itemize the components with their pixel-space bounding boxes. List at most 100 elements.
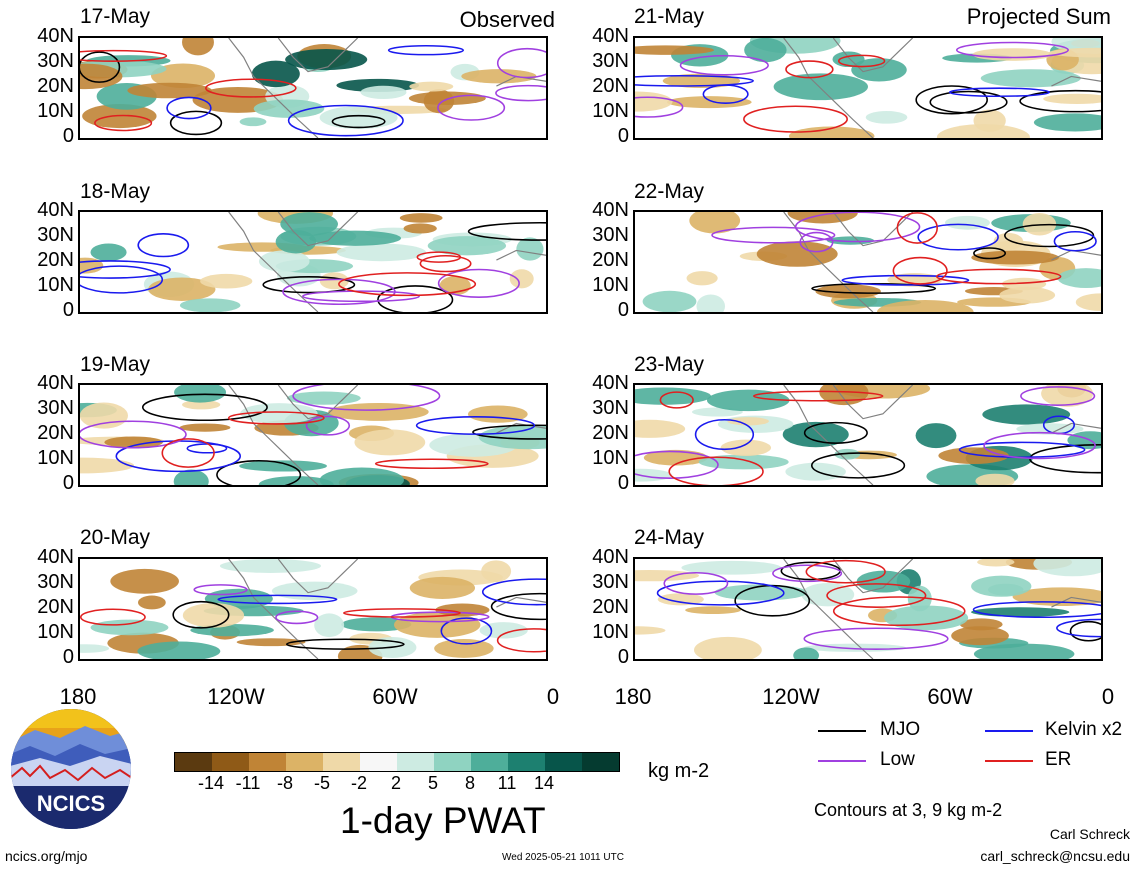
kelvin-contour xyxy=(656,580,785,606)
pwat-anomaly-shading xyxy=(258,250,310,273)
pwat-anomaly-shading xyxy=(182,603,245,628)
y-tick-label: 10N xyxy=(592,100,629,122)
pwat-anomaly-shading xyxy=(239,460,327,472)
pwat-anomaly-shading xyxy=(973,643,1075,659)
mjo-contour xyxy=(810,452,906,479)
er-contour xyxy=(805,559,886,584)
mjo-contour xyxy=(80,51,121,83)
y-tick-label: 10N xyxy=(592,274,629,296)
kelvin-contour xyxy=(166,96,212,120)
er-contour xyxy=(416,251,462,263)
pwat-anomaly-shading xyxy=(856,570,911,593)
pwat-anomaly-shading xyxy=(826,236,875,245)
y-tick-label: 20N xyxy=(37,249,74,271)
y-tick-label: 40N xyxy=(592,199,629,221)
colorbar-tick-label: -2 xyxy=(350,773,367,793)
pwat-anomaly-shading xyxy=(90,243,127,262)
pwat-anomaly-shading xyxy=(481,560,512,583)
site-link[interactable]: ncics.org/mjo xyxy=(5,848,88,864)
pwat-anomaly-shading xyxy=(150,63,216,89)
pwat-anomaly-shading xyxy=(461,69,537,84)
pwat-anomaly-shading xyxy=(80,63,123,90)
pwat-anomaly-shading xyxy=(884,605,969,631)
y-tick-label: 30N xyxy=(592,50,629,72)
date-label: 23-May xyxy=(634,353,705,376)
projected-sum-label: Projected Sum xyxy=(966,4,1111,29)
pwat-anomaly-shading xyxy=(815,284,881,299)
pwat-anomaly-shading xyxy=(971,250,1059,265)
colorbar-swatch xyxy=(397,753,434,771)
pwat-anomaly-shading xyxy=(509,269,534,289)
pwat-anomaly-shading xyxy=(253,99,325,118)
y-tick-label: 40N xyxy=(37,199,74,221)
pwat-anomaly-shading xyxy=(706,389,790,412)
kelvin-contour xyxy=(948,87,1051,98)
date-label: 17-May xyxy=(80,5,151,28)
colorbar-tick-label: 5 xyxy=(427,773,438,793)
pwat-anomaly-shading xyxy=(951,626,1009,646)
mjo-contour xyxy=(262,276,356,294)
er-contour xyxy=(752,390,884,402)
pwat-anomaly-shading xyxy=(138,595,166,610)
kelvin-contour xyxy=(415,416,536,435)
colorbar-swatch xyxy=(286,753,323,771)
y-tick-label: 0 xyxy=(617,125,629,147)
y-tick-label: 20N xyxy=(592,596,629,618)
contours-note: Contours at 3, 9 kg m-2 xyxy=(814,800,1003,820)
pwat-anomaly-shading xyxy=(423,89,455,114)
pwat-anomaly-shading xyxy=(80,402,128,429)
mjo-contour xyxy=(915,85,988,115)
map-panel-21-may xyxy=(633,36,1103,140)
pwat-anomaly-shading xyxy=(399,213,443,223)
pwat-anomaly-shading xyxy=(971,575,1032,597)
colorbar-swatch xyxy=(175,753,212,771)
pwat-anomaly-shading xyxy=(251,60,300,88)
pwat-anomaly-shading xyxy=(319,272,349,290)
er-contour xyxy=(832,596,966,627)
timestamp: Wed 2025-05-21 1011 UTC xyxy=(502,852,624,863)
y-tick-label: 20N xyxy=(592,249,629,271)
colorbar-swatch xyxy=(249,753,286,771)
kelvin-contour xyxy=(137,233,190,258)
low-contour xyxy=(772,564,843,583)
pwat-anomaly-shading xyxy=(173,469,209,485)
er-contour xyxy=(227,411,325,425)
pwat-anomaly-shading xyxy=(148,277,216,301)
pwat-anomaly-shading xyxy=(409,576,476,599)
y-tick-label: 30N xyxy=(592,224,629,246)
pwat-anomaly-shading xyxy=(285,48,368,71)
y-tick-label: 0 xyxy=(62,125,74,147)
pwat-anomaly-shading xyxy=(179,298,241,312)
pwat-anomaly-shading xyxy=(427,236,507,256)
pwat-anomaly-shading xyxy=(240,403,318,424)
er-contour xyxy=(343,608,461,618)
y-tick-label: 10N xyxy=(37,621,74,643)
pwat-anomaly-shading xyxy=(999,286,1056,304)
colorbar-tick-label: 2 xyxy=(390,773,401,793)
mjo-legend-line xyxy=(818,730,866,732)
y-tick-label: 0 xyxy=(617,646,629,668)
low-contour xyxy=(955,41,1069,59)
kelvin-contour xyxy=(841,274,970,286)
colorbar-tick-label: -8 xyxy=(276,773,293,793)
pwat-anomaly-shading xyxy=(819,385,869,406)
low-contour xyxy=(635,450,719,479)
mjo-contour xyxy=(1019,89,1101,113)
mjo-contour xyxy=(467,222,546,241)
pwat-anomaly-shading xyxy=(182,38,214,56)
pwat-anomaly-shading xyxy=(980,69,1081,88)
x-tick-label: 180 xyxy=(59,684,97,709)
pwat-anomaly-shading xyxy=(635,45,715,55)
mjo-contour xyxy=(169,110,223,136)
y-tick-label: 10N xyxy=(592,447,629,469)
map-panel-22-may xyxy=(633,210,1103,314)
colorbar-tick-label: 14 xyxy=(533,773,555,793)
map-panel-20-may xyxy=(78,557,548,661)
x-tick-label: 0 xyxy=(546,684,560,709)
pwat-anomaly-shading xyxy=(907,585,932,612)
map-panel-23-may xyxy=(633,383,1103,487)
y-tick-label: 20N xyxy=(37,422,74,444)
pwat-anomaly-shading xyxy=(714,584,808,601)
pwat-anomaly-shading xyxy=(720,439,772,456)
pwat-anomaly-shading xyxy=(314,613,345,638)
